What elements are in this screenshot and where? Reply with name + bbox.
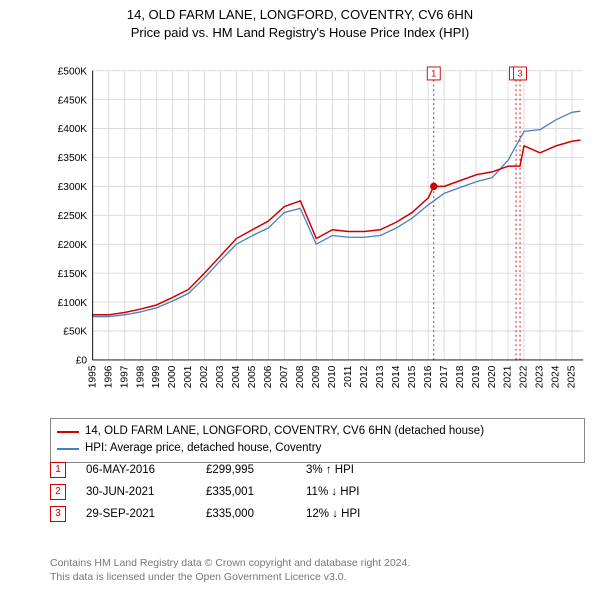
event-price-2: £335,001 [206, 486, 286, 498]
svg-text:£200K: £200K [58, 240, 88, 251]
event-date-2: 30-JUN-2021 [86, 486, 186, 498]
svg-text:£500K: £500K [58, 66, 88, 77]
svg-text:2007: 2007 [279, 365, 290, 388]
svg-text:£350K: £350K [58, 153, 88, 164]
svg-text:3: 3 [517, 68, 522, 78]
legend-item-hpi: HPI: Average price, detached house, Cove… [57, 440, 578, 457]
svg-text:2024: 2024 [551, 365, 562, 388]
svg-text:2010: 2010 [327, 365, 338, 388]
event-row-2: 2 30-JUN-2021 £335,001 11% ↓ HPI [50, 484, 585, 500]
event-delta-1: 3% ↑ HPI [306, 464, 396, 476]
svg-text:£300K: £300K [58, 182, 88, 193]
svg-text:2001: 2001 [183, 365, 194, 388]
svg-text:2015: 2015 [407, 365, 418, 388]
legend-item-property: 14, OLD FARM LANE, LONGFORD, COVENTRY, C… [57, 423, 578, 440]
footer: Contains HM Land Registry data © Crown c… [50, 556, 410, 584]
svg-text:2014: 2014 [391, 365, 402, 388]
svg-text:£100K: £100K [58, 298, 88, 309]
event-date-1: 06-MAY-2016 [86, 464, 186, 476]
svg-text:1998: 1998 [135, 365, 146, 388]
events-table: 1 06-MAY-2016 £299,995 3% ↑ HPI 2 30-JUN… [50, 462, 585, 528]
svg-text:2000: 2000 [167, 365, 178, 388]
event-date-3: 29-SEP-2021 [86, 508, 186, 520]
title-line1: 14, OLD FARM LANE, LONGFORD, COVENTRY, C… [0, 6, 600, 24]
legend-swatch-hpi [57, 448, 79, 450]
svg-text:1996: 1996 [103, 365, 114, 388]
svg-text:2003: 2003 [215, 365, 226, 388]
svg-text:2017: 2017 [439, 365, 450, 388]
svg-text:2004: 2004 [231, 365, 242, 388]
svg-text:£0: £0 [76, 356, 88, 367]
svg-text:£250K: £250K [58, 211, 88, 222]
svg-text:2009: 2009 [311, 365, 322, 388]
svg-text:1: 1 [431, 68, 436, 78]
event-price-3: £335,000 [206, 508, 286, 520]
svg-text:2006: 2006 [263, 365, 274, 388]
svg-text:£450K: £450K [58, 95, 88, 106]
svg-text:1997: 1997 [119, 365, 130, 388]
event-delta-2: 11% ↓ HPI [306, 486, 396, 498]
svg-text:2018: 2018 [455, 365, 466, 388]
event-marker-2: 2 [50, 484, 66, 500]
svg-text:2011: 2011 [343, 365, 354, 387]
legend-label-hpi: HPI: Average price, detached house, Cove… [85, 440, 321, 457]
title-line2: Price paid vs. HM Land Registry's House … [0, 24, 600, 42]
svg-text:2021: 2021 [503, 365, 514, 388]
event-row-1: 1 06-MAY-2016 £299,995 3% ↑ HPI [50, 462, 585, 478]
svg-text:2025: 2025 [567, 365, 578, 388]
footer-line1: Contains HM Land Registry data © Crown c… [50, 556, 410, 570]
svg-text:£50K: £50K [63, 327, 87, 338]
chart-svg: £0 £50K £100K £150K £200K £250K £300K £350K £400… [50, 52, 585, 412]
legend-box: 14, OLD FARM LANE, LONGFORD, COVENTRY, C… [50, 418, 585, 463]
title-block: 14, OLD FARM LANE, LONGFORD, COVENTRY, C… [0, 0, 600, 42]
svg-text:2023: 2023 [535, 365, 546, 388]
svg-text:2012: 2012 [359, 365, 370, 388]
svg-text:2008: 2008 [295, 365, 306, 388]
svg-text:£150K: £150K [58, 269, 88, 280]
svg-text:2013: 2013 [375, 365, 386, 388]
chart-container: 14, OLD FARM LANE, LONGFORD, COVENTRY, C… [0, 0, 600, 590]
svg-text:2002: 2002 [199, 365, 210, 388]
legend-swatch-property [57, 431, 79, 433]
svg-text:2016: 2016 [423, 365, 434, 388]
event-marker-1: 1 [50, 462, 66, 478]
svg-text:2019: 2019 [471, 365, 482, 388]
footer-line2: This data is licensed under the Open Gov… [50, 570, 410, 584]
legend-label-property: 14, OLD FARM LANE, LONGFORD, COVENTRY, C… [85, 423, 484, 440]
chart-plot: £0 £50K £100K £150K £200K £250K £300K £350K £400… [50, 52, 585, 412]
event-price-1: £299,995 [206, 464, 286, 476]
svg-text:£400K: £400K [58, 124, 88, 135]
svg-text:2005: 2005 [247, 365, 258, 388]
event-row-3: 3 29-SEP-2021 £335,000 12% ↓ HPI [50, 506, 585, 522]
event-delta-3: 12% ↓ HPI [306, 508, 396, 520]
svg-text:1995: 1995 [87, 365, 98, 388]
svg-text:1999: 1999 [151, 365, 162, 388]
svg-text:2020: 2020 [487, 365, 498, 388]
svg-text:2022: 2022 [519, 365, 530, 388]
event-marker-3: 3 [50, 506, 66, 522]
